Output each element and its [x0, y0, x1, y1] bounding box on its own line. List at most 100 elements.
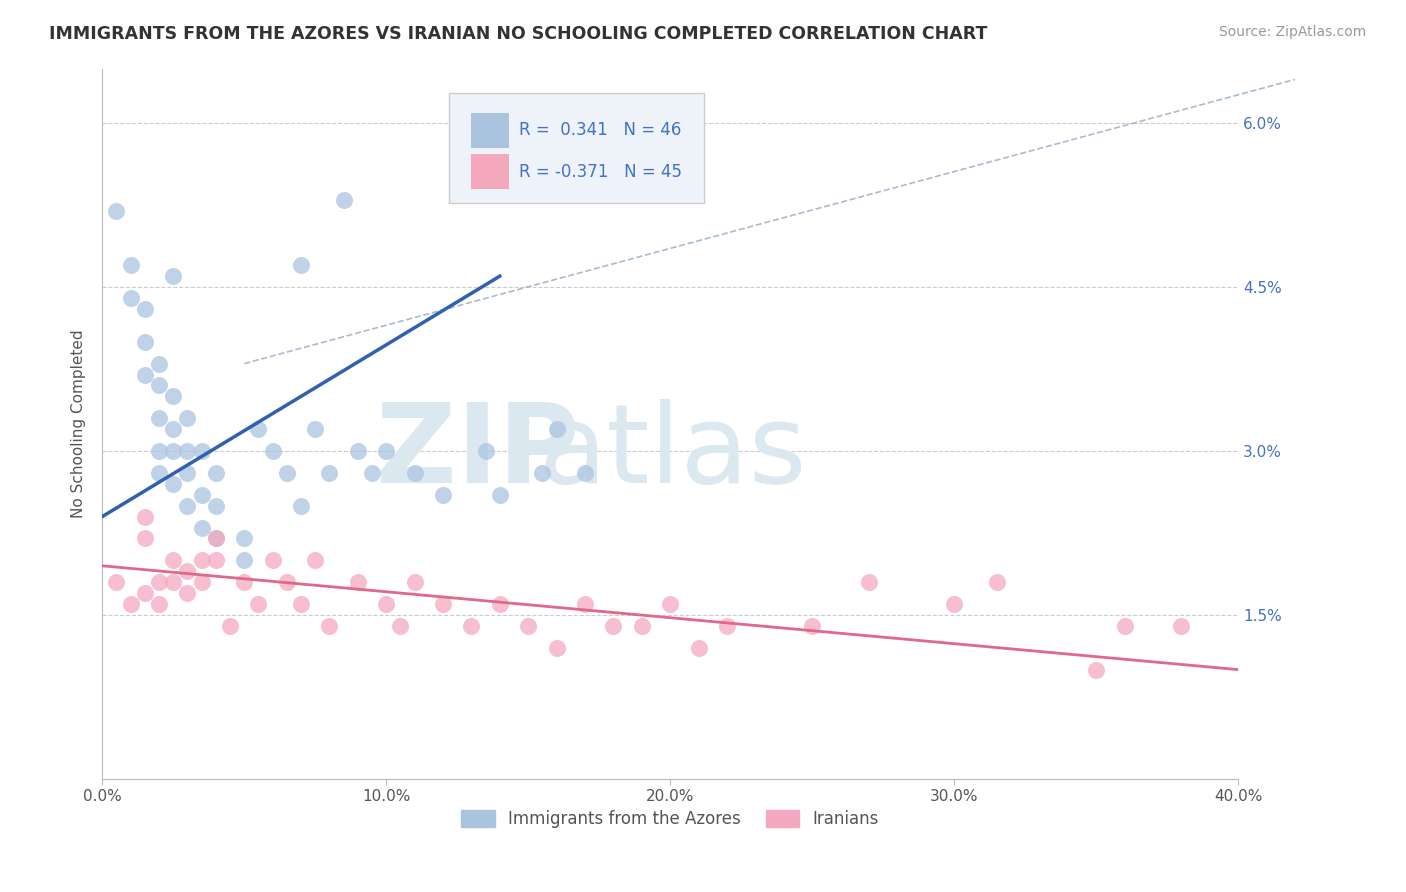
Point	[546, 422, 568, 436]
Point	[290, 597, 312, 611]
Point	[247, 597, 270, 611]
Point	[361, 466, 384, 480]
Point	[148, 357, 170, 371]
Point	[134, 586, 156, 600]
Y-axis label: No Schooling Completed: No Schooling Completed	[72, 329, 86, 518]
Point	[986, 575, 1008, 590]
Point	[162, 444, 184, 458]
Point	[162, 575, 184, 590]
Point	[134, 532, 156, 546]
Point	[290, 499, 312, 513]
Point	[517, 619, 540, 633]
Point	[148, 575, 170, 590]
FancyBboxPatch shape	[449, 94, 704, 203]
Point	[276, 466, 298, 480]
Point	[148, 444, 170, 458]
Point	[120, 258, 142, 272]
Point	[162, 269, 184, 284]
Point	[148, 378, 170, 392]
Point	[262, 553, 284, 567]
Point	[176, 466, 198, 480]
Point	[716, 619, 738, 633]
Point	[404, 466, 426, 480]
Point	[190, 444, 212, 458]
Point	[148, 411, 170, 425]
Point	[176, 586, 198, 600]
Text: R =  0.341   N = 46: R = 0.341 N = 46	[519, 121, 682, 139]
Point	[190, 575, 212, 590]
Point	[176, 564, 198, 578]
Point	[574, 466, 596, 480]
Point	[190, 520, 212, 534]
Text: Source: ZipAtlas.com: Source: ZipAtlas.com	[1219, 25, 1367, 39]
Point	[204, 532, 226, 546]
Point	[134, 334, 156, 349]
Point	[162, 389, 184, 403]
Point	[432, 597, 454, 611]
Point	[176, 411, 198, 425]
Point	[204, 553, 226, 567]
Point	[134, 368, 156, 382]
Point	[375, 597, 398, 611]
Point	[488, 597, 510, 611]
Point	[531, 466, 554, 480]
FancyBboxPatch shape	[471, 153, 509, 189]
Point	[488, 488, 510, 502]
Point	[219, 619, 242, 633]
Point	[688, 640, 710, 655]
Text: IMMIGRANTS FROM THE AZORES VS IRANIAN NO SCHOOLING COMPLETED CORRELATION CHART: IMMIGRANTS FROM THE AZORES VS IRANIAN NO…	[49, 25, 987, 43]
Point	[148, 466, 170, 480]
Point	[1114, 619, 1136, 633]
Point	[204, 499, 226, 513]
Point	[1085, 663, 1108, 677]
Point	[276, 575, 298, 590]
Point	[801, 619, 824, 633]
Point	[148, 597, 170, 611]
Point	[858, 575, 880, 590]
Legend: Immigrants from the Azores, Iranians: Immigrants from the Azores, Iranians	[454, 803, 886, 835]
Point	[105, 575, 128, 590]
Point	[190, 488, 212, 502]
Point	[546, 640, 568, 655]
Point	[233, 532, 256, 546]
Point	[574, 597, 596, 611]
Point	[190, 553, 212, 567]
Point	[375, 444, 398, 458]
Point	[233, 553, 256, 567]
Point	[247, 422, 270, 436]
Point	[262, 444, 284, 458]
Point	[304, 422, 326, 436]
Point	[346, 575, 368, 590]
Point	[474, 444, 496, 458]
Point	[332, 193, 354, 207]
Point	[318, 619, 340, 633]
Point	[460, 619, 482, 633]
Point	[389, 619, 412, 633]
Point	[204, 466, 226, 480]
Point	[120, 597, 142, 611]
Point	[204, 532, 226, 546]
Point	[105, 203, 128, 218]
Text: ZIP: ZIP	[375, 399, 579, 506]
Point	[943, 597, 966, 611]
Point	[120, 291, 142, 305]
Point	[318, 466, 340, 480]
Point	[346, 444, 368, 458]
Text: R = -0.371   N = 45: R = -0.371 N = 45	[519, 162, 682, 180]
Point	[134, 509, 156, 524]
Text: atlas: atlas	[538, 399, 807, 506]
Point	[404, 575, 426, 590]
Point	[162, 422, 184, 436]
Point	[233, 575, 256, 590]
Point	[1170, 619, 1192, 633]
FancyBboxPatch shape	[471, 112, 509, 148]
Point	[176, 499, 198, 513]
Point	[602, 619, 624, 633]
Point	[162, 553, 184, 567]
Point	[176, 444, 198, 458]
Point	[134, 301, 156, 316]
Point	[162, 476, 184, 491]
Point	[290, 258, 312, 272]
Point	[304, 553, 326, 567]
Point	[630, 619, 652, 633]
